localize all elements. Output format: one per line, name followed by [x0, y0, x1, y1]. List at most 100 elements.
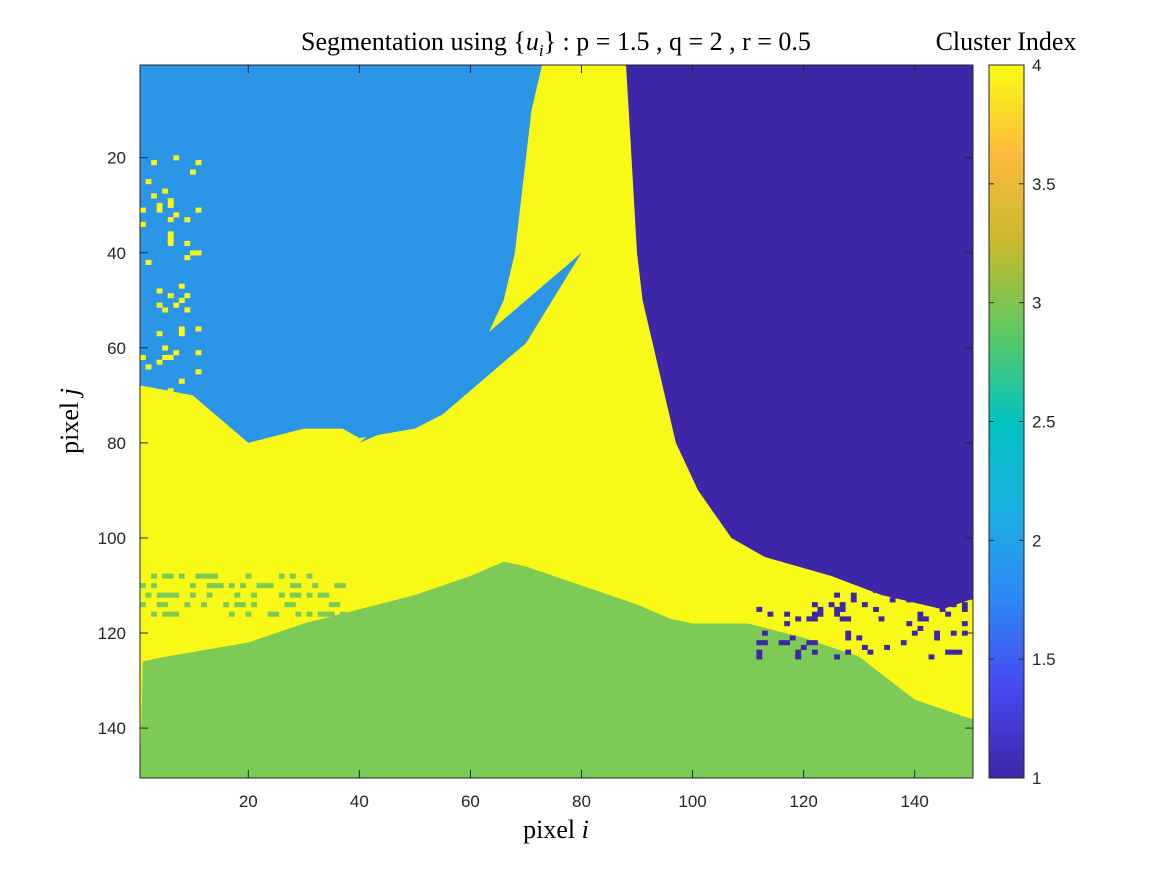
- cluster-3-speck: [151, 573, 157, 579]
- cluster-1-speck: [945, 611, 952, 617]
- cluster-3-speck: [267, 611, 274, 617]
- cluster-4-speck: [162, 354, 169, 361]
- colorbar-tick-label: 2.5: [1032, 413, 1056, 432]
- cluster-4-speck: [173, 155, 180, 161]
- cluster-3-speck: [228, 583, 235, 589]
- cluster-4-speck: [195, 160, 202, 166]
- cluster-1-speck: [834, 611, 841, 617]
- x-tick-label: 40: [350, 792, 369, 811]
- cluster-3-speck: [228, 611, 235, 617]
- cluster-4-speck: [156, 202, 163, 208]
- cluster-3-speck: [317, 611, 324, 617]
- cluster-3-speck: [206, 583, 213, 589]
- cluster-3-speck: [140, 583, 146, 589]
- chart-title: Segmentation using {ui} : p = 1.5 , q = …: [301, 27, 811, 60]
- cluster-1-speck: [834, 606, 841, 612]
- x-tick-label: 80: [572, 792, 591, 811]
- colorbar: [988, 64, 1025, 779]
- cluster-1-speck: [961, 630, 968, 636]
- cluster-3-speck: [173, 592, 180, 598]
- cluster-1-speck: [911, 630, 918, 636]
- cluster-1-speck: [811, 602, 818, 608]
- cluster-1-speck: [956, 592, 963, 598]
- cluster-4-speck: [178, 297, 185, 303]
- cluster-4-speck: [156, 302, 163, 308]
- cluster-1-speck: [906, 597, 913, 603]
- cluster-3-speck: [167, 611, 174, 617]
- cluster-3-speck: [262, 583, 269, 589]
- cluster-4-speck: [173, 350, 180, 356]
- cluster-1-speck: [884, 644, 890, 650]
- cluster-1-speck: [756, 606, 763, 612]
- cluster-1-region: [626, 65, 973, 610]
- cluster-3-speck: [289, 573, 296, 579]
- cluster-4-speck: [173, 302, 180, 308]
- cluster-2-region: [140, 65, 582, 443]
- cluster-3-speck: [167, 573, 174, 579]
- y-tick-label: 20: [107, 149, 126, 168]
- cluster-3-speck: [212, 573, 219, 579]
- cluster-4-speck: [173, 212, 180, 218]
- cluster-3-speck: [206, 592, 213, 598]
- cluster-3-speck: [189, 592, 196, 598]
- cluster-1-speck: [817, 606, 824, 612]
- cluster-1-speck: [923, 616, 929, 622]
- y-axis-label: pixel j: [55, 388, 84, 454]
- cluster-4-speck: [156, 331, 163, 337]
- cluster-3-speck: [334, 602, 341, 608]
- cluster-4-speck: [178, 326, 185, 332]
- cluster-4-speck: [167, 293, 174, 299]
- cluster-3-speck: [151, 611, 157, 617]
- colorbar-ticks: 1 1.5 2 2.5 3 3.5 4: [989, 56, 1056, 788]
- cluster-1-speck: [845, 616, 852, 622]
- cluster-3-speck: [184, 602, 191, 608]
- cluster-3-speck: [234, 602, 241, 608]
- cluster-1-speck: [950, 649, 957, 655]
- cluster-1-speck: [789, 635, 796, 641]
- cluster-4-speck: [178, 283, 185, 289]
- cluster-1-speck: [806, 640, 813, 646]
- cluster-3-speck: [334, 583, 341, 589]
- cluster-1-speck: [850, 592, 857, 598]
- y-tick-label: 40: [107, 244, 126, 263]
- cluster-1-speck: [806, 616, 813, 622]
- heatmap-plot: [140, 65, 973, 778]
- cluster-3-speck: [339, 611, 346, 617]
- cluster-1-speck: [945, 649, 952, 655]
- cluster-1-speck: [839, 602, 846, 608]
- chart-title-sub: i: [539, 41, 544, 60]
- cluster-1-speck: [817, 611, 824, 617]
- cluster-1-speck: [795, 649, 802, 655]
- cluster-3-speck: [162, 592, 169, 598]
- cluster-1-speck: [778, 640, 785, 646]
- cluster-3-speck: [223, 602, 230, 608]
- x-tick-label: 100: [678, 792, 706, 811]
- cluster-4-speck: [140, 221, 146, 227]
- cluster-1-speck: [861, 644, 868, 650]
- colorbar-tick-label: 1.5: [1032, 650, 1056, 669]
- cluster-3-speck: [306, 592, 313, 598]
- cluster-4-speck: [184, 217, 191, 223]
- cluster-3-speck: [312, 583, 319, 589]
- cluster-3-speck: [295, 592, 302, 598]
- cluster-1-speck: [956, 649, 963, 655]
- cluster-3-speck: [295, 611, 302, 617]
- cluster-4-speck: [184, 240, 191, 246]
- cluster-3-speck: [156, 602, 163, 608]
- cluster-1-speck: [878, 616, 885, 622]
- cluster-3-speck: [328, 611, 335, 617]
- x-tick-label: 120: [789, 792, 817, 811]
- cluster-1-speck: [795, 654, 802, 660]
- cluster-3-speck: [278, 592, 285, 598]
- cluster-1-speck: [917, 611, 924, 617]
- cluster-4-speck: [162, 307, 169, 313]
- cluster-1-speck: [950, 630, 957, 636]
- cluster-3-speck: [173, 611, 180, 617]
- cluster-4-speck: [167, 240, 174, 246]
- cluster-3-speck: [201, 602, 207, 608]
- cluster-4-speck: [145, 397, 152, 403]
- cluster-3-speck: [251, 602, 257, 608]
- cluster-4-speck: [162, 416, 169, 422]
- cluster-1-speck: [761, 640, 768, 646]
- cluster-3-speck: [206, 573, 213, 579]
